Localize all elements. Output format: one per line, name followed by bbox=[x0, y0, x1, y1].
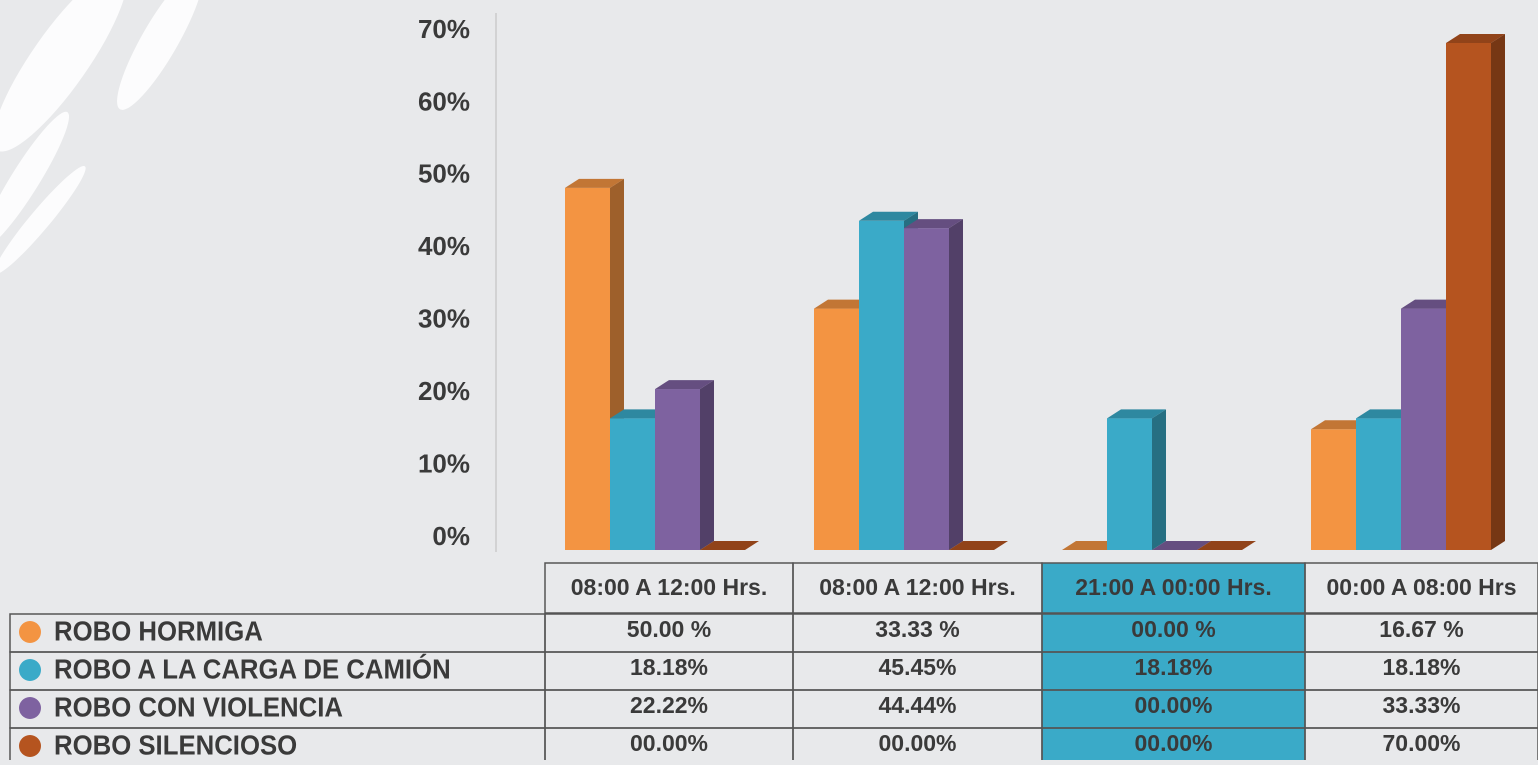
legend-label: ROBO SILENCIOSO bbox=[54, 729, 297, 760]
value-label: 00.00% bbox=[878, 730, 956, 756]
value-label: 70.00% bbox=[1382, 730, 1460, 756]
value-label: 33.33 % bbox=[875, 616, 959, 642]
legend-label: ROBO A LA CARGA DE CAMIÓN bbox=[54, 652, 451, 684]
highlight-column bbox=[1042, 563, 1305, 760]
y-tick-label: 30% bbox=[418, 304, 470, 334]
bar-front bbox=[904, 228, 949, 550]
x-tick-label: 00:00 A 08:00 Hrs bbox=[1326, 574, 1516, 600]
y-tick-label: 70% bbox=[418, 14, 470, 44]
value-label: 22.22% bbox=[630, 692, 708, 718]
value-label: 16.67 % bbox=[1379, 616, 1463, 642]
bar bbox=[700, 541, 759, 550]
bar bbox=[655, 380, 714, 550]
x-tick-label: 08:00 A 12:00 Hrs. bbox=[819, 574, 1015, 600]
bar-side bbox=[1152, 409, 1166, 550]
bar-top bbox=[1311, 420, 1370, 430]
x-tick-label: 08:00 A 12:00 Hrs. bbox=[571, 574, 767, 600]
bar-top bbox=[565, 178, 624, 188]
legend-marker bbox=[19, 621, 41, 643]
bar-side bbox=[949, 219, 963, 550]
value-label: 33.33% bbox=[1382, 692, 1460, 718]
bar bbox=[1152, 541, 1211, 550]
legend-marker bbox=[19, 697, 41, 719]
bar-top bbox=[655, 380, 714, 390]
value-label: 00.00 % bbox=[1131, 616, 1215, 642]
value-label: 00.00% bbox=[1134, 692, 1212, 718]
value-label: 44.44% bbox=[878, 692, 956, 718]
bar-side bbox=[1491, 34, 1505, 550]
value-label: 00.00% bbox=[630, 730, 708, 756]
value-label: 45.45% bbox=[878, 654, 956, 680]
y-tick-label: 20% bbox=[418, 376, 470, 406]
header-cell bbox=[1304, 562, 1538, 614]
bar-top bbox=[1356, 409, 1415, 419]
bar-front bbox=[610, 418, 655, 550]
bar-front bbox=[655, 389, 700, 550]
y-tick-label: 0% bbox=[432, 521, 470, 551]
table-cell bbox=[1304, 727, 1538, 765]
bar bbox=[949, 541, 1008, 550]
y-tick-label: 60% bbox=[418, 86, 470, 116]
bar-front bbox=[1107, 418, 1152, 550]
bar-top bbox=[1107, 409, 1166, 419]
bar bbox=[1446, 34, 1505, 550]
bar bbox=[904, 219, 963, 550]
legend-label: ROBO CON VIOLENCIA bbox=[54, 691, 343, 722]
legend-row bbox=[9, 727, 546, 765]
bar-top bbox=[1062, 541, 1121, 550]
bar-top bbox=[1401, 299, 1460, 309]
value-label: 50.00 % bbox=[627, 616, 711, 642]
bar bbox=[1062, 541, 1121, 550]
bar-top bbox=[1152, 541, 1211, 550]
bar-top bbox=[949, 541, 1008, 550]
bar-front bbox=[1311, 429, 1356, 550]
y-tick-label: 10% bbox=[418, 448, 470, 478]
bar-front bbox=[1356, 418, 1401, 550]
value-label: 18.18% bbox=[1134, 654, 1212, 680]
legend-marker bbox=[19, 735, 41, 757]
bar-front bbox=[859, 220, 904, 551]
value-label: 18.18% bbox=[1382, 654, 1460, 680]
decoration bbox=[0, 0, 203, 275]
bar-front bbox=[814, 308, 859, 550]
value-label: 18.18% bbox=[630, 654, 708, 680]
legend-marker bbox=[19, 659, 41, 681]
y-tick-label: 40% bbox=[418, 231, 470, 261]
bar-top bbox=[904, 219, 963, 229]
y-tick-label: 50% bbox=[418, 159, 470, 189]
bar-side bbox=[700, 380, 714, 550]
bar-top bbox=[700, 541, 759, 550]
value-label: 00.00% bbox=[1134, 730, 1212, 756]
x-tick-label: 21:00 A 00:00 Hrs. bbox=[1075, 574, 1271, 600]
bar-top bbox=[859, 211, 918, 221]
bar-front bbox=[1401, 308, 1446, 550]
legend-label: ROBO HORMIGA bbox=[54, 615, 263, 646]
bar-top bbox=[814, 299, 873, 309]
bar bbox=[1197, 541, 1256, 550]
bar bbox=[1107, 409, 1166, 550]
bar-front bbox=[1446, 43, 1491, 550]
bar-top bbox=[1446, 34, 1505, 43]
bar-top bbox=[1197, 541, 1256, 550]
bar-top bbox=[610, 409, 669, 419]
bar-front bbox=[565, 187, 610, 550]
